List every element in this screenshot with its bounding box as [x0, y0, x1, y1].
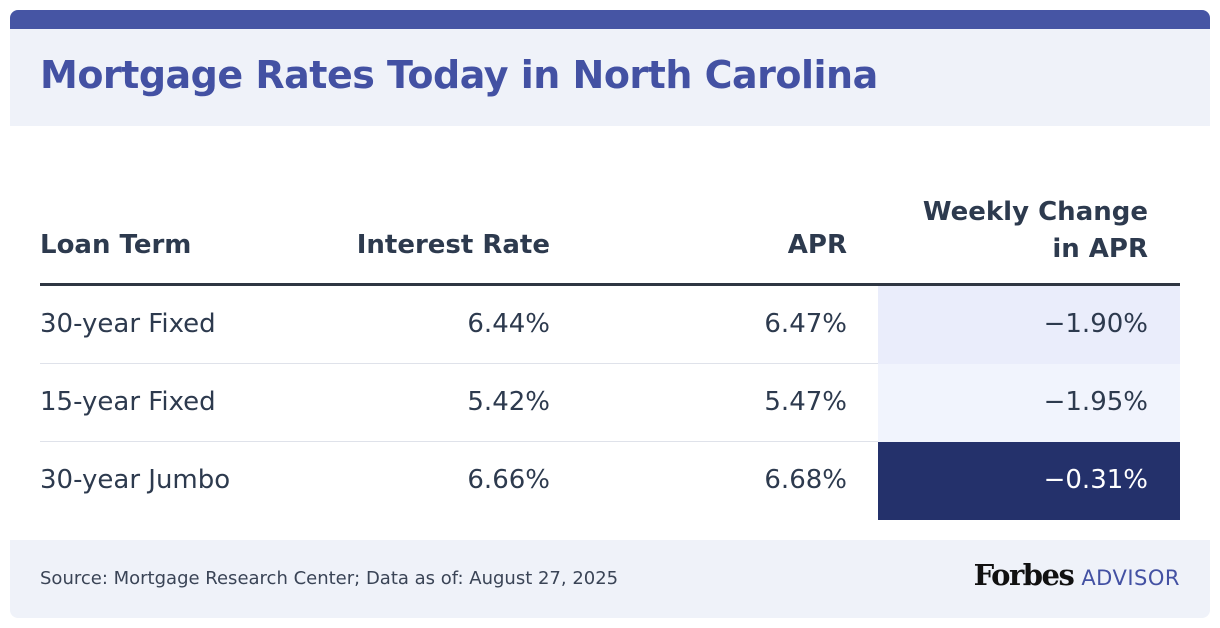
column-header-loan-term: Loan Term [40, 230, 192, 260]
source-note: Source: Mortgage Research Center; Data a… [40, 568, 619, 589]
cell-interest-rate: 6.66% [467, 465, 550, 495]
cell-weekly-change: −1.95% [878, 364, 1180, 442]
cell-apr: 5.47% [764, 387, 847, 417]
forbes-advisor-logo: Forbes ADVISOR [974, 558, 1180, 592]
accent-bar [10, 10, 1210, 29]
page-title: Mortgage Rates Today in North Carolina [40, 53, 878, 97]
rates-card: Mortgage Rates Today in North Carolina L… [10, 10, 1210, 618]
column-header-interest-rate: Interest Rate [356, 230, 550, 260]
cell-interest-rate: 5.42% [467, 387, 550, 417]
column-header-weekly-change-line1: Weekly Change [922, 197, 1148, 227]
header-divider [40, 283, 1180, 286]
table-row: 30-year Jumbo 6.66% 6.68% −0.31% [40, 442, 1180, 520]
table-row: 30-year Fixed 6.44% 6.47% −1.90% [40, 286, 1180, 364]
row-divider [40, 441, 878, 442]
column-header-weekly-change-line2: in APR [1052, 234, 1148, 264]
cell-weekly-change: −1.90% [878, 286, 1180, 364]
cell-loan-term: 30-year Fixed [40, 309, 216, 339]
cell-apr: 6.47% [764, 309, 847, 339]
logo-product-text: ADVISOR [1081, 566, 1180, 590]
column-header-apr: APR [787, 230, 847, 260]
cell-loan-term: 30-year Jumbo [40, 465, 231, 495]
cell-loan-term: 15-year Fixed [40, 387, 216, 417]
card-header: Mortgage Rates Today in North Carolina [10, 29, 1210, 126]
row-divider [40, 363, 878, 364]
card-footer: Source: Mortgage Research Center; Data a… [10, 540, 1210, 618]
logo-brand-text: Forbes [973, 558, 1075, 592]
table-row: 15-year Fixed 5.42% 5.47% −1.95% [40, 364, 1180, 442]
cell-interest-rate: 6.44% [467, 309, 550, 339]
cell-weekly-change: −0.31% [878, 442, 1180, 520]
cell-apr: 6.68% [764, 465, 847, 495]
column-header-weekly-change: Weekly Change in APR [923, 194, 1148, 268]
